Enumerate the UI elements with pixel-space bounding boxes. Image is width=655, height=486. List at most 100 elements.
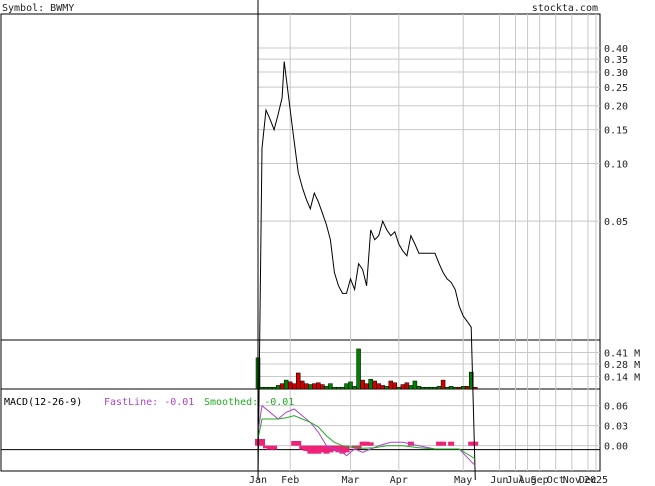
macd-histogram-bar (319, 445, 326, 453)
volume-grid (258, 351, 600, 378)
macd-histogram-bar (307, 445, 314, 454)
volume-bar (259, 386, 265, 390)
macd-label: MACD(12-26-9) (4, 397, 82, 408)
axis-labels: Jan Feb Mar Apr May JunJulAugSepOctNovDec2025… (249, 44, 640, 486)
price-grid (257, 14, 600, 471)
volume-bar (380, 385, 385, 390)
volume-bar (344, 383, 349, 390)
volume-bar (404, 382, 410, 390)
volume-bar (440, 379, 446, 390)
volume-bar (328, 383, 333, 390)
x-tick-label: May (454, 475, 472, 486)
macd-histogram-bar (295, 441, 302, 446)
volume-bar (312, 383, 317, 390)
volume-bars (255, 348, 478, 390)
symbol-label: Symbol: BWMY (2, 3, 74, 14)
volume-bar (348, 381, 353, 390)
macd-histogram-bar (335, 445, 342, 453)
price-y-tick-label: 0.35 (604, 55, 628, 66)
x-tick-label: Feb (281, 475, 299, 486)
macd-histogram (255, 439, 479, 454)
volume-bar (304, 383, 309, 390)
macd-fastline-label: FastLine: -0.01 (104, 397, 194, 408)
volume-bar (316, 382, 321, 390)
price-series-line (257, 61, 476, 481)
volume-bar (416, 386, 422, 390)
x-tick-label: Sep (531, 475, 549, 486)
x-tick-label: Jan (249, 475, 267, 486)
macd-histogram-bar (267, 445, 274, 450)
volume-bar (396, 386, 402, 390)
macd-histogram-bar (331, 445, 338, 451)
volume-y-tick-label: 0.14 M (604, 373, 640, 384)
volume-bar (320, 384, 325, 390)
volume-bar (287, 381, 293, 390)
macd-y-tick-label: 0.00 (604, 442, 628, 453)
macd-histogram-bar (440, 441, 447, 446)
chart-frame (0, 13, 601, 472)
x-tick-label: Nov (563, 475, 581, 486)
volume-bar (468, 371, 474, 390)
volume-bar (271, 386, 277, 390)
macd-histogram-bar (299, 445, 306, 450)
site-label: stockta.com (532, 3, 598, 14)
volume-bar (368, 378, 373, 390)
volume-bar (464, 386, 470, 390)
volume-bar (295, 372, 301, 390)
volume-bar (372, 380, 377, 390)
volume-bar (444, 386, 450, 390)
macd-histogram-bar (327, 445, 334, 453)
macd-histogram-bar (367, 442, 374, 446)
macd-histogram-bar (271, 445, 278, 450)
volume-bar (291, 383, 297, 390)
volume-bar (412, 380, 418, 390)
volume-bar (356, 348, 361, 390)
volume-bar (360, 379, 365, 390)
macd-histogram-bar (323, 445, 330, 454)
macd-histogram-bar (359, 441, 366, 446)
volume-bar (267, 386, 273, 390)
volume-bar (448, 386, 454, 390)
x-tick-label: Jun (490, 475, 508, 486)
macd-histogram-bar (303, 445, 310, 451)
volume-bar (436, 386, 442, 390)
macd-histogram-bar (311, 445, 318, 454)
volume-bar (460, 386, 466, 390)
price-y-tick-label: 0.20 (604, 102, 628, 113)
price-y-tick-label: 0.30 (604, 68, 628, 79)
macd-histogram-bar (448, 441, 455, 446)
macd-histogram-bar (468, 441, 475, 446)
macd-lines (257, 404, 476, 467)
volume-bar (432, 386, 438, 390)
x-tick-label: 2025 (584, 475, 608, 486)
macd-y-tick-label: 0.06 (604, 402, 628, 413)
macd-histogram-bar (291, 441, 298, 446)
macd-histogram-bar (472, 441, 479, 446)
macd-histogram-bar (363, 441, 370, 446)
macd-histogram-bar (343, 445, 350, 453)
volume-bar (336, 386, 341, 390)
volume-bar (340, 386, 345, 390)
volume-bar (388, 380, 394, 390)
volume-bar (279, 383, 285, 390)
x-tick-label: Oct (547, 475, 565, 486)
macd-histogram-bar (315, 445, 322, 454)
price-y-tick-label: 0.40 (604, 44, 628, 55)
macd-histogram-bar (263, 445, 270, 449)
volume-bar (420, 386, 426, 390)
volume-bar (408, 385, 414, 390)
macd-histogram-bar (436, 441, 443, 446)
x-tick-label: Dec (579, 475, 597, 486)
volume-bar (392, 382, 398, 390)
volume-bar (364, 383, 369, 390)
price-y-tick-label: 0.05 (604, 217, 628, 228)
volume-bar (473, 386, 478, 390)
price-y-tick-label: 0.25 (604, 83, 628, 94)
x-tick-label: Mar (342, 475, 360, 486)
macd-histogram-bar (259, 439, 266, 446)
x-tick-label: Aug (519, 475, 537, 486)
volume-bar (324, 386, 329, 390)
volume-bar (428, 386, 434, 390)
volume-bar (308, 384, 313, 390)
